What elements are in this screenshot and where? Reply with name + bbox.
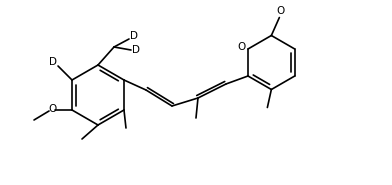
Text: D: D — [130, 31, 138, 41]
Text: O: O — [238, 42, 246, 52]
Text: D: D — [49, 57, 57, 67]
Text: O: O — [276, 6, 285, 16]
Text: O: O — [48, 104, 56, 114]
Text: D: D — [132, 45, 140, 55]
